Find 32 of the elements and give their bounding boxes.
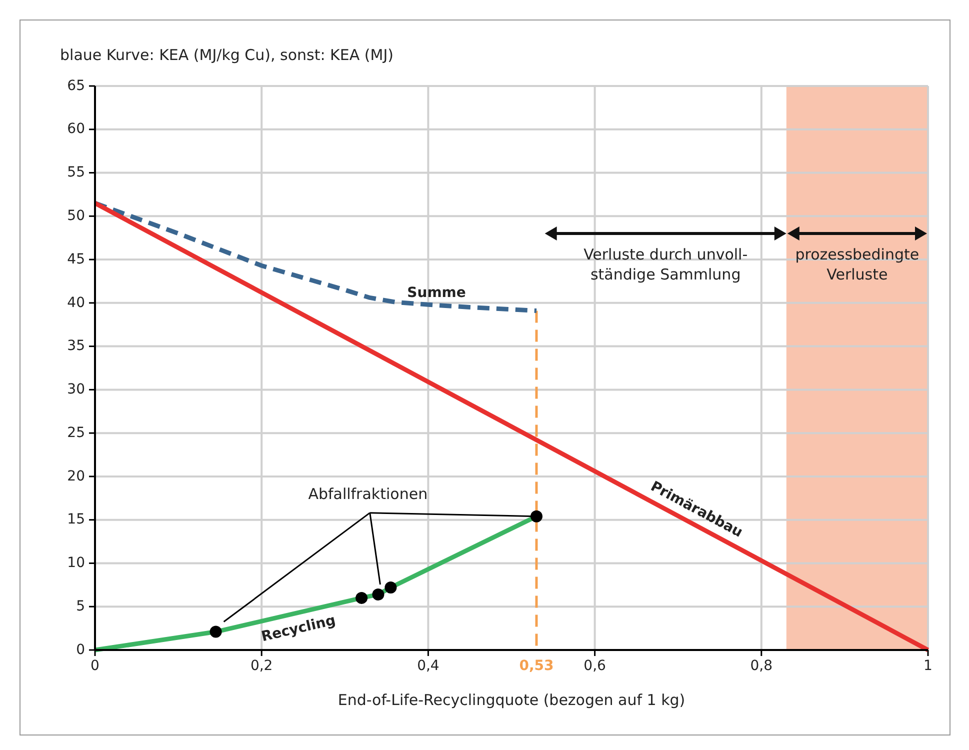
annotation: Verluste durch unvoll- ständige Sammlung — [584, 246, 748, 284]
band-label: prozessbedingte Verluste — [795, 246, 920, 284]
y-tick-label: 25 — [67, 424, 85, 441]
y-tick-label: 15 — [67, 512, 85, 528]
annotation: Abfallfraktionen — [308, 484, 428, 503]
x-tick-label: 0 — [90, 658, 100, 674]
point — [356, 592, 368, 604]
x-tick-label: 0,8 — [750, 658, 773, 674]
x-tick-label: 0,6 — [584, 658, 606, 674]
x-tick-label: 0,2 — [250, 658, 273, 674]
ref-line-label: 0,53 — [519, 658, 554, 674]
y-axis-title: blaue Kurve: KEA (MJ/kg Cu), sonst: KEA (MJ) — [60, 46, 394, 64]
y-tick-label: 65 — [67, 78, 85, 94]
point — [210, 626, 222, 638]
x-axis-title: End-of-Life-Recyclingquote (bezogen auf 1 kg) — [338, 691, 686, 709]
y-tick-label: 0 — [76, 642, 85, 658]
x-tick-label: 1 — [924, 658, 932, 674]
y-tick-label: 45 — [67, 251, 85, 268]
y-tick-label: 35 — [67, 338, 85, 354]
point — [530, 510, 542, 522]
x-tick-label: 0,4 — [417, 658, 440, 674]
series-label: Summe — [407, 285, 466, 302]
y-tick-label: 55 — [67, 164, 85, 181]
point — [384, 582, 397, 594]
y-tick-label: 20 — [67, 468, 85, 484]
point — [372, 588, 384, 600]
y-tick-label: 40 — [67, 294, 85, 311]
y-tick-label: 60 — [67, 121, 85, 138]
y-tick-label: 50 — [67, 208, 85, 224]
y-tick-label: 30 — [67, 382, 85, 398]
y-tick-label: 5 — [76, 598, 85, 614]
y-tick-label: 10 — [67, 555, 85, 572]
